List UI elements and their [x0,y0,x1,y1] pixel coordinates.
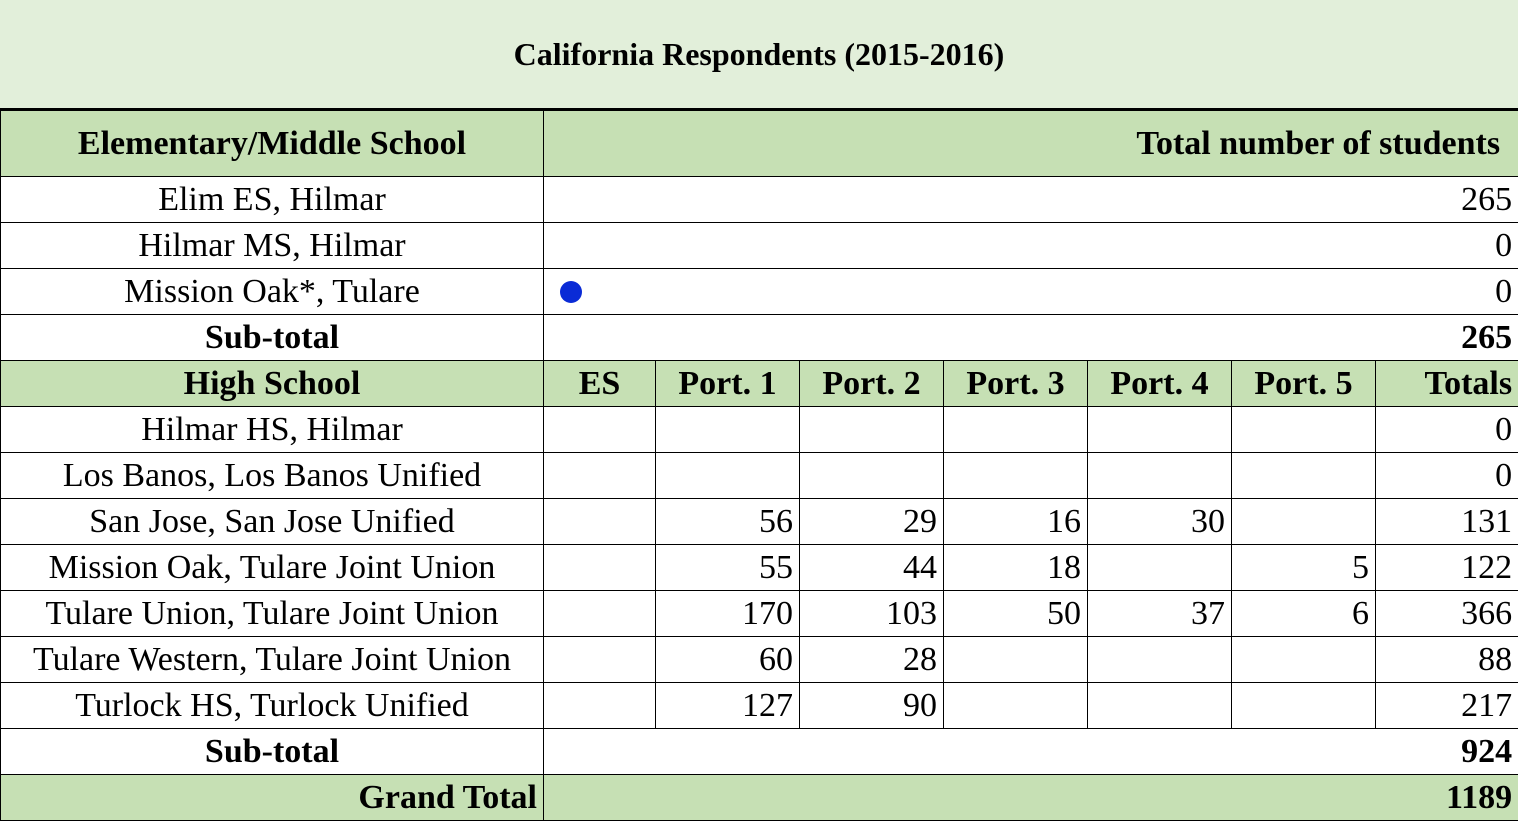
page-title: California Respondents (2015-2016) [0,0,1518,110]
cell-port-2 [800,453,944,499]
subtotal-value: 924 [544,729,1518,775]
high-school-subtotal-row: Sub-total 924 [1,729,1518,775]
cell-port-4 [1088,637,1232,683]
cell-port-3: 50 [944,591,1088,637]
table-row: Hilmar HS, Hilmar 0 [1,407,1518,453]
table-row: Elim ES, Hilmar 265 [1,177,1518,223]
cell-port-2: 44 [800,545,944,591]
school-name: Elim ES, Hilmar [1,177,544,223]
cell-totals: 217 [1376,683,1518,729]
cell-es [544,407,656,453]
cell-totals: 366 [1376,591,1518,637]
cell-port-2: 28 [800,637,944,683]
cell-port-5 [1232,407,1376,453]
student-total: 265 [544,177,1518,223]
cell-port-1: 60 [656,637,800,683]
elementary-subtotal-row: Sub-total 265 [1,315,1518,361]
grand-total-row: Grand Total 1189 [1,775,1518,821]
cell-port-3 [944,407,1088,453]
table-row: Los Banos, Los Banos Unified 0 [1,453,1518,499]
table-row: Hilmar MS, Hilmar 0 [1,223,1518,269]
cell-totals: 0 [1376,407,1518,453]
high-school-header: High School [1,361,544,407]
blue-dot-icon [560,281,582,303]
cell-port-5 [1232,453,1376,499]
cell-port-5: 6 [1232,591,1376,637]
cell-port-5: 5 [1232,545,1376,591]
cell-port-1 [656,407,800,453]
school-name: San Jose, San Jose Unified [1,499,544,545]
grand-total-value: 1189 [544,775,1518,821]
high-school-header-row: High School ES Port. 1 Port. 2 Port. 3 P… [1,361,1518,407]
cell-totals: 122 [1376,545,1518,591]
column-header-es: ES [544,361,656,407]
cell-port-1: 127 [656,683,800,729]
cell-totals: 131 [1376,499,1518,545]
cell-port-3 [944,637,1088,683]
student-total: 0 [544,223,1518,269]
column-header-port-3: Port. 3 [944,361,1088,407]
school-name: Tulare Union, Tulare Joint Union [1,591,544,637]
elementary-header-school: Elementary/Middle School [1,111,544,177]
school-name: Hilmar MS, Hilmar [1,223,544,269]
cell-port-1: 170 [656,591,800,637]
subtotal-label: Sub-total [1,315,544,361]
cell-port-2: 29 [800,499,944,545]
cell-port-3: 18 [944,545,1088,591]
cell-port-2 [800,407,944,453]
respondents-table: Elementary/Middle School Total number of… [0,110,1518,821]
cell-es [544,683,656,729]
school-name: Mission Oak, Tulare Joint Union [1,545,544,591]
table-row: Mission Oak*, Tulare 0 [1,269,1518,315]
column-header-port-5: Port. 5 [1232,361,1376,407]
subtotal-label: Sub-total [1,729,544,775]
cell-port-4 [1088,683,1232,729]
cell-port-4 [1088,545,1232,591]
cell-port-5 [1232,637,1376,683]
cell-port-1: 55 [656,545,800,591]
cell-port-2: 90 [800,683,944,729]
student-total-cell: 0 [544,269,1518,315]
cell-port-5 [1232,683,1376,729]
subtotal-value: 265 [544,315,1518,361]
elementary-header-total: Total number of students [544,111,1518,177]
school-name: Mission Oak*, Tulare [1,269,544,315]
cell-es [544,499,656,545]
cell-port-3 [944,683,1088,729]
cell-port-4: 37 [1088,591,1232,637]
student-total: 0 [550,273,1512,311]
cell-totals: 88 [1376,637,1518,683]
school-name: Los Banos, Los Banos Unified [1,453,544,499]
cell-es [544,545,656,591]
cell-port-4: 30 [1088,499,1232,545]
cell-port-4 [1088,407,1232,453]
column-header-totals: Totals [1376,361,1518,407]
column-header-port-2: Port. 2 [800,361,944,407]
cell-port-4 [1088,453,1232,499]
cell-port-2: 103 [800,591,944,637]
column-header-port-4: Port. 4 [1088,361,1232,407]
school-name: Turlock HS, Turlock Unified [1,683,544,729]
cell-totals: 0 [1376,453,1518,499]
school-name: Hilmar HS, Hilmar [1,407,544,453]
elementary-header-row: Elementary/Middle School Total number of… [1,111,1518,177]
grand-total-label: Grand Total [1,775,544,821]
cell-port-1 [656,453,800,499]
cell-port-3 [944,453,1088,499]
cell-port-3: 16 [944,499,1088,545]
school-name: Tulare Western, Tulare Joint Union [1,637,544,683]
cell-es [544,453,656,499]
column-header-port-1: Port. 1 [656,361,800,407]
cell-es [544,591,656,637]
cell-port-1: 56 [656,499,800,545]
cell-es [544,637,656,683]
cell-port-5 [1232,499,1376,545]
